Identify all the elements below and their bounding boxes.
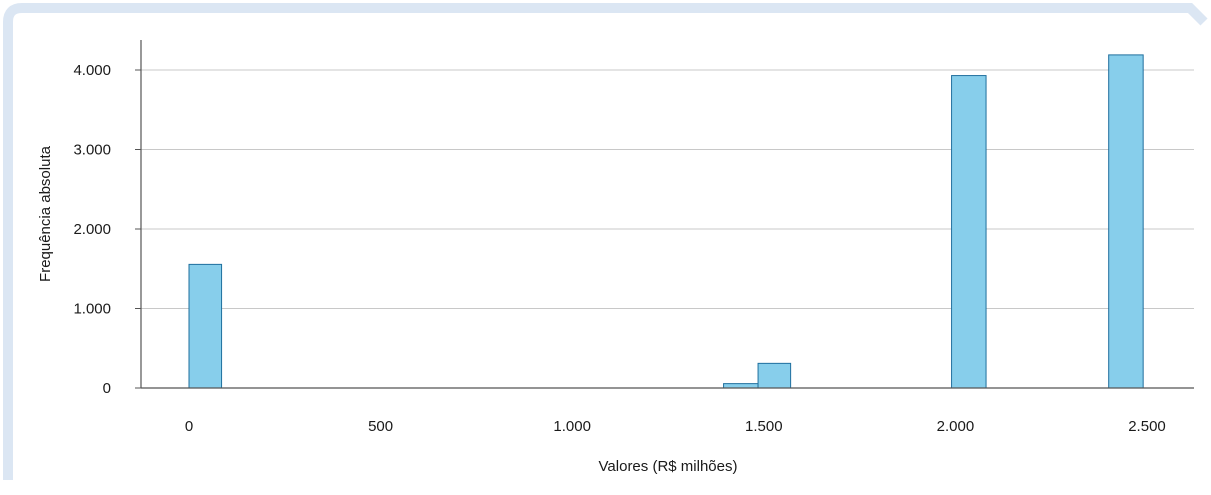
bar-4	[1108, 54, 1144, 389]
y-tick-label-3: 3.000	[73, 142, 111, 159]
grid-lines	[141, 69, 1194, 309]
bar-3	[951, 75, 987, 389]
bar-1	[723, 383, 759, 389]
bar-0	[188, 263, 223, 389]
x-tick-label-4: 2.000	[937, 418, 975, 435]
x-tick-label-2: 1.000	[553, 418, 591, 435]
y-tick-label-0: 0	[103, 380, 111, 397]
y-tick-label-4: 4.000	[73, 62, 111, 79]
y-tick-labels: 0 1.000 2.000 3.000 4.000	[73, 62, 141, 397]
x-tick-label-5: 2.500	[1128, 418, 1166, 435]
bar-2	[757, 362, 792, 389]
y-tick-label-2: 2.000	[73, 221, 111, 238]
x-axis-title: Valores (R$ milhões)	[599, 458, 738, 475]
frame-border	[3, 3, 1208, 480]
x-tick-label-0: 0	[185, 418, 193, 435]
x-tick-label-1: 500	[368, 418, 393, 435]
y-axis-title: Frequência absoluta	[37, 145, 54, 282]
bars	[188, 54, 1144, 389]
axes	[140, 40, 1194, 389]
x-tick-labels: 0 500 1.000 1.500 2.000 2.500	[185, 418, 1166, 435]
y-tick-label-1: 1.000	[73, 301, 111, 318]
x-tick-label-3: 1.500	[745, 418, 783, 435]
